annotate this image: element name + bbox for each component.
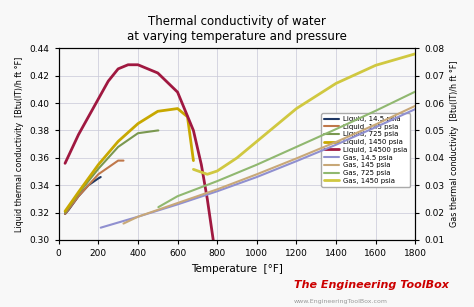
Liquid, 1450 psia (191, 159, 196, 162)
Liquid, 1450 psia (62, 209, 68, 213)
Liquid, 1450 psia (95, 163, 101, 166)
Line: Gas, 145 psia: Gas, 145 psia (124, 106, 415, 223)
Liquid, 1450 psia (185, 115, 191, 119)
Gas, 1450 psia (333, 82, 339, 85)
Gas, 14.5 psia (214, 189, 220, 193)
Gas, 1450 psia (234, 156, 240, 160)
Y-axis label: Liquid thermal conductivity  [Btu(IT)/h ft °F]: Liquid thermal conductivity [Btu(IT)/h f… (15, 56, 24, 232)
Liquid, 14500 psia (155, 71, 161, 75)
Liquid, 725 psia (135, 131, 141, 135)
Liquid, 14.5 psia (95, 177, 101, 180)
Gas, 725 psia (293, 145, 299, 149)
Liquid, 1450 psia (115, 140, 121, 143)
Line: Liquid, 1450 psia: Liquid, 1450 psia (65, 109, 193, 211)
Gas, 14.5 psia (254, 175, 260, 179)
Gas, 145 psia (254, 173, 260, 176)
Liquid, 14500 psia (105, 79, 111, 83)
Liquid, 14500 psia (125, 63, 131, 67)
Y-axis label: Gas thermal conductivity  [Btu(IT)/h ft °F]: Gas thermal conductivity [Btu(IT)/h ft °… (450, 61, 459, 227)
Liquid, 14500 psia (191, 129, 196, 132)
Line: Gas, 1450 psia: Gas, 1450 psia (193, 54, 415, 174)
Liquid, 14500 psia (62, 161, 68, 165)
X-axis label: Temperature  [°F]: Temperature [°F] (191, 264, 283, 274)
Liquid, 725 psia (76, 192, 82, 195)
Line: Gas, 14.5 psia: Gas, 14.5 psia (100, 109, 415, 228)
Gas, 1450 psia (204, 173, 210, 176)
Gas, 1450 psia (373, 64, 379, 67)
Liquid, 14.5 psia (66, 208, 72, 212)
Liquid, 14500 psia (175, 90, 181, 94)
Text: www.EngineeringToolBox.com: www.EngineeringToolBox.com (294, 299, 388, 304)
Gas, 1450 psia (293, 107, 299, 111)
Text: The Engineering ToolBox: The Engineering ToolBox (294, 280, 449, 290)
Liquid, 725 psia (155, 129, 161, 132)
Liquid, 145 psia (115, 159, 121, 162)
Gas, 145 psia (412, 104, 418, 108)
Title: Thermal conductivity of water
at varying temperature and pressure: Thermal conductivity of water at varying… (127, 15, 347, 43)
Liquid, 725 psia (115, 145, 121, 149)
Liquid, 145 psia (62, 212, 68, 216)
Gas, 14.5 psia (333, 143, 339, 146)
Liquid, 1450 psia (135, 122, 141, 126)
Legend: Liquid, 14.5 psia, Liquid, 145 psia, Liquid, 725 psia, Liquid, 1450 psia, Liquid: Liquid, 14.5 psia, Liquid, 145 psia, Liq… (321, 113, 410, 187)
Liquid, 1450 psia (76, 190, 82, 194)
Liquid, 14500 psia (76, 133, 82, 136)
Gas, 14.5 psia (373, 125, 379, 129)
Gas, 14.5 psia (98, 226, 103, 230)
Gas, 725 psia (412, 90, 418, 93)
Line: Liquid, 725 psia: Liquid, 725 psia (65, 130, 158, 213)
Liquid, 145 psia (76, 194, 82, 198)
Liquid, 14500 psia (115, 67, 121, 71)
Gas, 725 psia (254, 163, 260, 166)
Liquid, 14.5 psia (62, 212, 68, 216)
Line: Gas, 725 psia: Gas, 725 psia (158, 91, 415, 207)
Line: Liquid, 14500 psia: Liquid, 14500 psia (65, 65, 213, 240)
Line: Liquid, 145 psia: Liquid, 145 psia (65, 161, 124, 214)
Gas, 1450 psia (254, 140, 260, 143)
Liquid, 725 psia (155, 129, 161, 132)
Gas, 725 psia (175, 194, 181, 198)
Liquid, 725 psia (95, 167, 101, 171)
Liquid, 1450 psia (175, 107, 181, 111)
Gas, 14.5 psia (175, 203, 181, 206)
Liquid, 725 psia (62, 211, 68, 215)
Liquid, 14.5 psia (98, 175, 103, 179)
Liquid, 14500 psia (204, 197, 210, 201)
Gas, 145 psia (121, 222, 127, 225)
Gas, 725 psia (373, 109, 379, 113)
Liquid, 145 psia (121, 159, 127, 162)
Gas, 145 psia (135, 215, 141, 219)
Gas, 725 psia (333, 127, 339, 131)
Liquid, 1450 psia (155, 110, 161, 113)
Gas, 145 psia (373, 122, 379, 126)
Gas, 14.5 psia (412, 107, 418, 111)
Gas, 145 psia (214, 188, 220, 191)
Gas, 1450 psia (214, 169, 220, 173)
Gas, 1450 psia (412, 52, 418, 56)
Gas, 1450 psia (191, 168, 196, 171)
Line: Liquid, 14.5 psia: Liquid, 14.5 psia (65, 177, 100, 214)
Gas, 14.5 psia (293, 159, 299, 163)
Liquid, 14500 psia (95, 97, 101, 101)
Liquid, 145 psia (95, 173, 101, 176)
Gas, 14.5 psia (135, 215, 141, 219)
Gas, 725 psia (214, 179, 220, 183)
Liquid, 14500 psia (199, 163, 204, 166)
Gas, 725 psia (155, 205, 161, 209)
Gas, 145 psia (175, 201, 181, 205)
Liquid, 14500 psia (210, 238, 216, 242)
Liquid, 14.5 psia (86, 183, 91, 187)
Liquid, 14.5 psia (76, 194, 82, 198)
Gas, 145 psia (333, 140, 339, 144)
Gas, 145 psia (293, 157, 299, 160)
Liquid, 14500 psia (135, 63, 141, 67)
